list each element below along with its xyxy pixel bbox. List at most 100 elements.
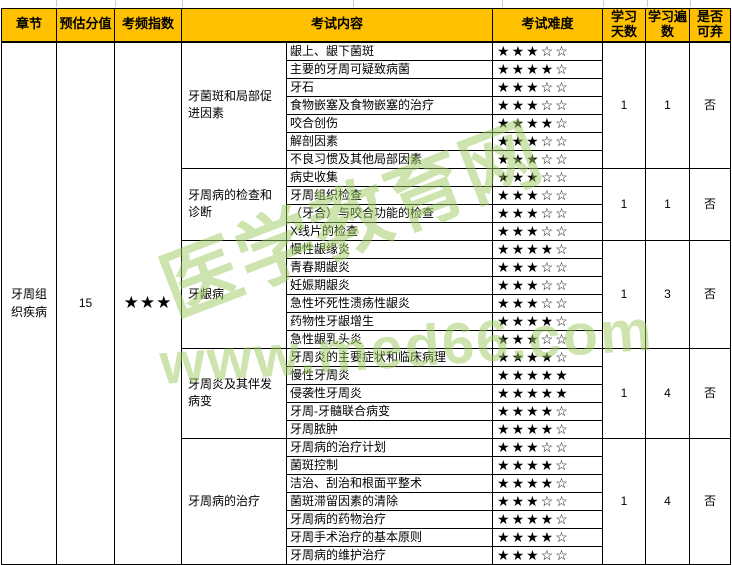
difficulty-cell: ★★★☆☆ xyxy=(492,275,604,295)
item-cell: 咬合创伤 xyxy=(285,113,494,133)
discardable-cell: 否 xyxy=(689,41,732,169)
difficulty-cell: ★★★☆☆ xyxy=(492,185,604,205)
category-cell: 牙周病的治疗 xyxy=(181,437,287,565)
item-cell: 妊娠期龈炎 xyxy=(285,275,494,295)
header-exam-difficulty: 考试难度 xyxy=(492,7,604,43)
discardable-cell: 否 xyxy=(689,167,732,241)
difficulty-cell: ★★★★☆ xyxy=(492,527,604,547)
difficulty-cell: ★★★☆☆ xyxy=(492,257,604,277)
difficulty-cell: ★★★☆☆ xyxy=(492,329,604,349)
header-study-days: 学习天数 xyxy=(602,7,647,43)
table-row: 牙周病的药物治疗 ★★★★☆ xyxy=(2,509,731,529)
table-row: 不良习惯及其他局部因素 ★★★☆☆ xyxy=(2,149,731,169)
difficulty-cell: ★★★☆☆ xyxy=(492,167,604,187)
item-cell: 龈上、龈下菌斑 xyxy=(285,41,494,61)
item-cell: 慢性牙周炎 xyxy=(285,365,494,385)
table-row: 青春期龈炎 ★★★☆☆ xyxy=(2,257,731,277)
item-cell: 不良习惯及其他局部因素 xyxy=(285,149,494,169)
item-cell: 菌斑控制 xyxy=(285,455,494,475)
table-row: 急性龈乳头炎 ★★★☆☆ xyxy=(2,329,731,349)
item-cell: 药物性牙龈增生 xyxy=(285,311,494,331)
difficulty-cell: ★★★☆☆ xyxy=(492,491,604,511)
table-body: 牙周组织疾病 15 ★★★ 牙菌斑和局部促进因素 龈上、龈下菌斑 ★★★☆☆ 1 1 否主要的牙… xyxy=(1,41,732,565)
table-row: 药物性牙龈增生 ★★★★☆ xyxy=(2,311,731,331)
item-cell: 急性龈乳头炎 xyxy=(285,329,494,349)
discardable-cell: 否 xyxy=(689,347,732,439)
table-row: 牙石 ★★★☆☆ xyxy=(2,77,731,97)
item-cell: 牙周脓肿 xyxy=(285,419,494,439)
table-row: 菌斑控制 ★★★★☆ xyxy=(2,455,731,475)
item-cell: 牙周病的药物治疗 xyxy=(285,509,494,529)
difficulty-cell: ★★★★☆ xyxy=(492,113,604,133)
category-cell: 牙周炎及其伴发病变 xyxy=(181,347,287,439)
item-cell: 牙周病的维护治疗 xyxy=(285,545,494,565)
table-row: 牙周病的检查和诊断 病史收集 ★★★☆☆ 1 1 否 xyxy=(2,167,732,241)
header-exam-content: 考试内容 xyxy=(180,7,494,43)
item-cell: 青春期龈炎 xyxy=(285,257,494,277)
category-cell: 牙菌斑和局部促进因素 xyxy=(181,41,287,169)
discardable-cell: 否 xyxy=(689,437,732,565)
item-cell: 牙周组织检查 xyxy=(285,185,494,205)
header-frequency-index: 考频指数 xyxy=(114,7,182,43)
item-cell: （牙合）与咬合功能的检查 xyxy=(285,203,494,223)
table-row: 牙周组织疾病 15 ★★★ 牙菌斑和局部促进因素 龈上、龈下菌斑 ★★★☆☆ 1 1 否 xyxy=(1,41,732,565)
difficulty-cell: ★★★★☆ xyxy=(492,401,604,421)
item-cell: 牙周炎的主要症状和临床病理 xyxy=(285,347,494,367)
study-times-cell: 4 xyxy=(645,437,691,565)
difficulty-cell: ★★★☆☆ xyxy=(492,545,604,565)
frequency-stars-cell: ★★★ xyxy=(114,41,182,565)
study-days-cell: 1 xyxy=(602,167,647,241)
difficulty-cell: ★★★☆☆ xyxy=(492,221,604,241)
item-cell: 侵袭性牙周炎 xyxy=(285,383,494,403)
header-estimated-score: 预估分值 xyxy=(56,7,115,43)
item-cell: 牙周手术治疗的基本原则 xyxy=(285,527,494,547)
item-cell: 牙石 xyxy=(285,77,494,97)
table-row: 主要的牙周可疑致病菌 ★★★★☆ xyxy=(2,59,731,79)
item-cell: 牙周-牙髓联合病变 xyxy=(285,401,494,421)
header-row: 章节 预估分值 考频指数 考试内容 考试难度 学习天数 学习遍数 是否可弃 xyxy=(1,7,732,43)
study-times-cell: 3 xyxy=(645,239,691,349)
study-days-cell: 1 xyxy=(602,437,647,565)
table-row: 咬合创伤 ★★★★☆ xyxy=(2,113,731,133)
item-cell: 牙周病的治疗计划 xyxy=(285,437,494,457)
difficulty-cell: ★★★★☆ xyxy=(492,311,604,331)
study-times-cell: 1 xyxy=(645,41,691,169)
difficulty-cell: ★★★★☆ xyxy=(492,239,604,259)
difficulty-cell: ★★★★☆ xyxy=(492,347,604,367)
item-cell: 洁治、刮治和根面平整术 xyxy=(285,473,494,493)
difficulty-cell: ★★★★☆ xyxy=(492,59,604,79)
study-times-cell: 1 xyxy=(645,167,691,241)
category-cell: 牙周病的检查和诊断 xyxy=(181,167,287,241)
table-row: 解剖因素 ★★★☆☆ xyxy=(2,131,731,151)
table-row: 菌斑滞留因素的清除 ★★★☆☆ xyxy=(2,491,731,511)
table-row: 牙龈病 慢性龈缘炎 ★★★★☆ 1 3 否 xyxy=(2,239,732,349)
difficulty-cell: ★★★☆☆ xyxy=(492,203,604,223)
difficulty-cell: ★★★☆☆ xyxy=(492,131,604,151)
table-row: 慢性牙周炎 ★★★★★ xyxy=(2,365,731,385)
header-chapter: 章节 xyxy=(1,7,57,43)
item-cell: 食物嵌塞及食物嵌塞的治疗 xyxy=(285,95,494,115)
difficulty-cell: ★★★★☆ xyxy=(492,509,604,529)
discardable-cell: 否 xyxy=(689,239,732,349)
table-row: X线片的检查 ★★★☆☆ xyxy=(2,221,731,241)
table-row: 食物嵌塞及食物嵌塞的治疗 ★★★☆☆ xyxy=(2,95,731,115)
difficulty-cell: ★★★☆☆ xyxy=(492,95,604,115)
item-cell: 病史收集 xyxy=(285,167,494,187)
estimated-score-cell: 15 xyxy=(56,41,115,565)
study-days-cell: 1 xyxy=(602,41,647,169)
item-cell: 主要的牙周可疑致病菌 xyxy=(285,59,494,79)
header-study-times: 学习遍数 xyxy=(645,7,691,43)
header-discardable: 是否可弃 xyxy=(689,7,732,43)
item-cell: 急性坏死性溃疡性龈炎 xyxy=(285,293,494,313)
difficulty-cell: ★★★★☆ xyxy=(492,473,604,493)
difficulty-cell: ★★★★☆ xyxy=(492,455,604,475)
study-days-cell: 1 xyxy=(602,239,647,349)
table-row: （牙合）与咬合功能的检查 ★★★☆☆ xyxy=(2,203,731,223)
chapter-cell: 牙周组织疾病 xyxy=(1,41,57,565)
table-row: 侵袭性牙周炎 ★★★★★ xyxy=(2,383,731,403)
table-row: 妊娠期龈炎 ★★★☆☆ xyxy=(2,275,731,295)
item-cell: 菌斑滞留因素的清除 xyxy=(285,491,494,511)
difficulty-cell: ★★★★★ xyxy=(492,365,604,385)
table-header: 章节 预估分值 考频指数 考试内容 考试难度 学习天数 学习遍数 是否可弃 xyxy=(1,7,732,43)
difficulty-cell: ★★★☆☆ xyxy=(492,149,604,169)
